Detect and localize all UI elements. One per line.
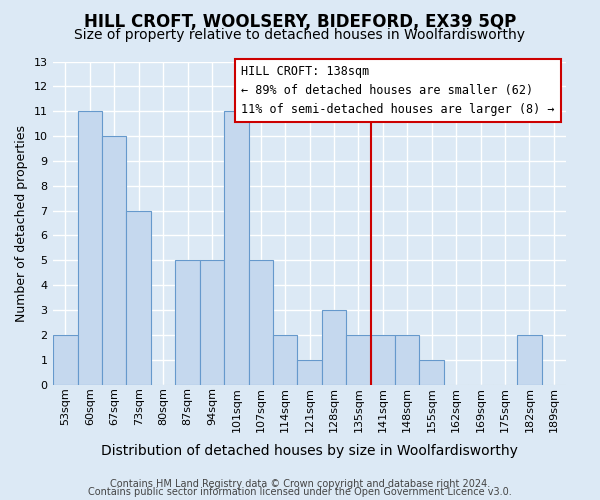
Bar (273, 335, 298, 384)
Bar (517, 335, 542, 384)
X-axis label: Distribution of detached houses by size in Woolfardisworthy: Distribution of detached houses by size … (101, 444, 518, 458)
Bar (127, 210, 151, 384)
Text: Size of property relative to detached houses in Woolfardisworthy: Size of property relative to detached ho… (74, 28, 526, 42)
Bar (322, 310, 346, 384)
Bar (419, 360, 444, 384)
Bar (53, 335, 77, 384)
Bar (200, 260, 224, 384)
Bar (346, 335, 371, 384)
Bar (248, 260, 273, 384)
Bar (371, 335, 395, 384)
Y-axis label: Number of detached properties: Number of detached properties (15, 124, 28, 322)
Bar (298, 360, 322, 384)
Bar (175, 260, 200, 384)
Text: Contains public sector information licensed under the Open Government Licence v3: Contains public sector information licen… (88, 487, 512, 497)
Text: HILL CROFT, WOOLSERY, BIDEFORD, EX39 5QP: HILL CROFT, WOOLSERY, BIDEFORD, EX39 5QP (84, 12, 516, 30)
Text: HILL CROFT: 138sqm
← 89% of detached houses are smaller (62)
11% of semi-detache: HILL CROFT: 138sqm ← 89% of detached hou… (241, 65, 555, 116)
Bar (224, 111, 248, 384)
Bar (395, 335, 419, 384)
Text: Contains HM Land Registry data © Crown copyright and database right 2024.: Contains HM Land Registry data © Crown c… (110, 479, 490, 489)
Bar (77, 111, 102, 384)
Bar (102, 136, 127, 384)
